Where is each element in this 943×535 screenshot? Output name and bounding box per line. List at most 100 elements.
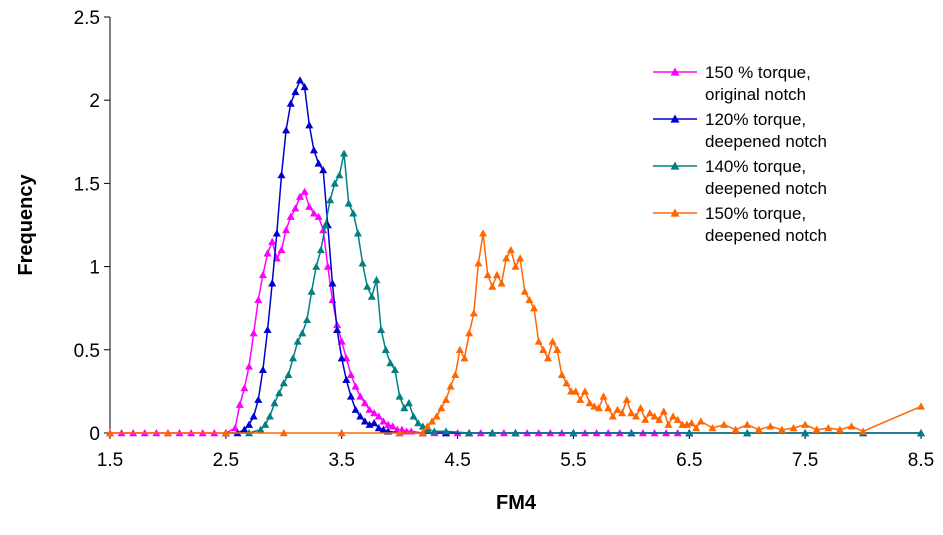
series-2-point	[356, 412, 365, 420]
series-4-point	[636, 404, 645, 412]
series-4-point	[432, 412, 441, 420]
legend-item-1: 150 % torque, original notch	[653, 63, 811, 104]
series-4-point	[618, 409, 627, 417]
series-3-point	[302, 315, 311, 324]
series-2-point	[319, 166, 328, 174]
series-4-point	[543, 354, 552, 362]
series-3-point	[312, 262, 321, 270]
y-tick-label: 1	[89, 258, 100, 279]
series-4-point	[465, 329, 474, 337]
series-1-point	[328, 295, 337, 304]
series-4-point	[525, 295, 534, 304]
series-3-point	[289, 354, 298, 362]
series-4-point	[650, 412, 659, 420]
series-3-point	[488, 429, 497, 437]
ticks-group: 0 0.5 1 1.5 2 2.5 1.5 2.5 3.5 4.5 5.5 6.5 7.5 8.5	[74, 8, 935, 471]
legend-label: 120% torque,	[705, 110, 806, 129]
series-4-point	[766, 422, 775, 430]
series-3-point	[256, 425, 265, 433]
series-3-point	[917, 429, 925, 437]
series-2-point	[282, 126, 291, 134]
series-4-point	[516, 254, 525, 262]
x-tick-label: 5.5	[560, 450, 586, 471]
series-3-point	[316, 245, 325, 254]
series-4-point	[221, 429, 230, 437]
y-tick-label: 2	[89, 91, 100, 112]
x-tick-label: 4.5	[444, 450, 470, 471]
series-4-point	[613, 405, 622, 413]
series-4-point	[488, 282, 497, 290]
series-3-point	[409, 412, 418, 420]
series-3-point	[279, 379, 288, 387]
series-1-point	[323, 262, 332, 270]
series-1-point	[240, 384, 249, 392]
series-1-point	[235, 400, 244, 408]
legend-label: 150% torque,	[705, 204, 806, 223]
series-4-point	[562, 379, 571, 387]
series-1-point	[388, 422, 397, 430]
series-1-point	[249, 329, 258, 337]
series-1-point	[374, 412, 383, 420]
series-4-point	[917, 402, 925, 410]
series-1-point	[356, 392, 365, 400]
series-4-point	[520, 287, 529, 295]
series-2-point	[245, 420, 254, 428]
series-4-point	[622, 395, 631, 403]
series-4-point	[743, 420, 752, 428]
series-3-point	[270, 399, 279, 407]
series-3-point	[395, 392, 404, 400]
series-1-point	[268, 237, 277, 245]
series-4-point	[608, 412, 617, 420]
series-4-point	[163, 429, 172, 437]
series-1-point	[291, 204, 300, 212]
series-4-point	[631, 412, 640, 420]
legend-swatch-marker	[670, 114, 680, 123]
series-4-line	[110, 233, 922, 434]
x-tick-label: 7.5	[792, 450, 818, 471]
series-4	[106, 229, 925, 437]
series-2-point	[351, 405, 360, 413]
series-4-point	[777, 425, 786, 433]
series-1-point	[384, 420, 393, 428]
series-4-point	[659, 407, 668, 415]
series-3-point	[326, 196, 335, 204]
series-1-point	[263, 249, 272, 257]
y-tick-label: 2.5	[74, 8, 100, 29]
series-4-point	[599, 392, 608, 400]
series-3-point	[627, 429, 636, 437]
series-3-point	[465, 429, 474, 437]
series-3-point	[358, 259, 367, 267]
series-3-point	[391, 365, 400, 373]
series-1-point	[254, 295, 263, 304]
series-1-point	[351, 382, 360, 390]
series-1-point	[296, 192, 305, 200]
y-axis-title: Frequency	[15, 174, 37, 276]
series-4-point	[847, 422, 856, 430]
series-2-point	[240, 425, 249, 433]
series-3-point	[330, 179, 339, 187]
series-3-point	[367, 292, 376, 300]
series-2-point	[337, 354, 346, 362]
series-4-point	[669, 412, 678, 420]
series-4-point	[581, 387, 590, 395]
y-tick-label: 1.5	[74, 174, 100, 195]
series-4-point	[502, 254, 511, 262]
series-4-point	[673, 415, 682, 423]
series-4-point	[557, 370, 566, 378]
series-1-point	[370, 409, 379, 417]
legend: 150 % torque, original notch 120% torque, d…	[653, 63, 827, 245]
series-2-point	[305, 121, 314, 129]
series-layer	[106, 76, 925, 437]
series-3-point	[307, 287, 316, 295]
x-tick-label: 2.5	[213, 450, 239, 471]
legend-swatch-marker	[670, 67, 680, 76]
series-2-point	[272, 229, 281, 237]
legend-label: 140% torque,	[705, 157, 806, 176]
series-2-point	[300, 82, 309, 91]
series-4-point	[418, 429, 427, 437]
series-4-point	[696, 417, 705, 425]
series-4-point	[641, 415, 650, 423]
series-3-point	[265, 412, 274, 420]
series-4-point	[460, 354, 469, 362]
